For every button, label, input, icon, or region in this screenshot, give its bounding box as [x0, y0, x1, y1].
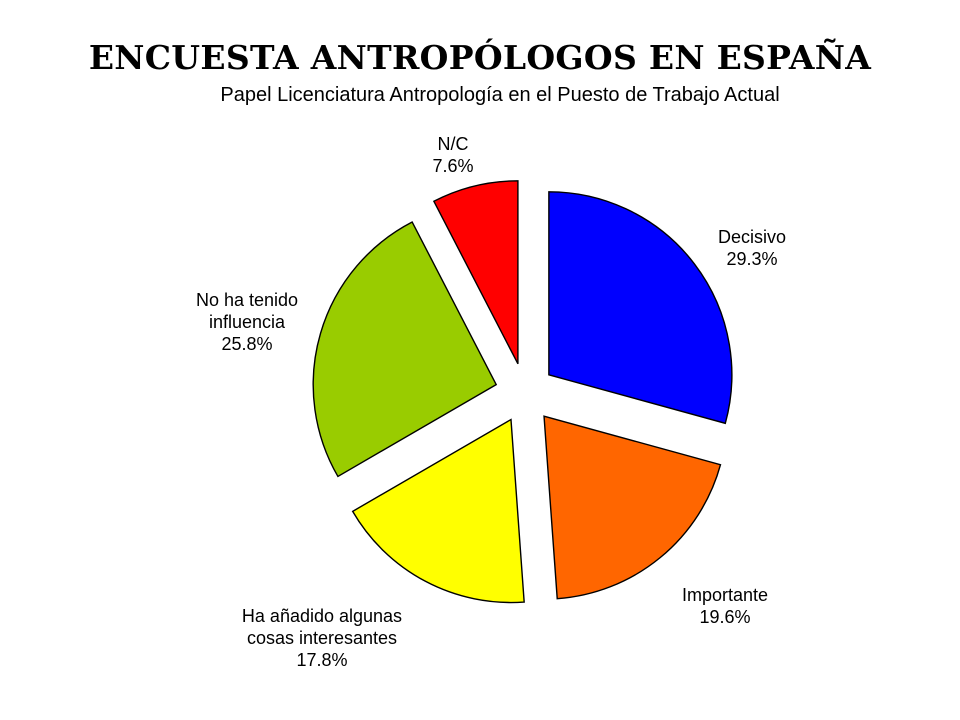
slice-label-1: Decisivo 29.3%: [718, 227, 786, 269]
slice-name-label: No ha tenido: [196, 290, 298, 310]
pie-slice-2: [543, 415, 722, 600]
slice-percent-label: 17.8%: [296, 650, 347, 670]
pie-slice-4: [312, 221, 498, 478]
slice-label-3: Ha añadido algunas cosas interesantes 17.8…: [242, 606, 402, 670]
pie-slice-1: [548, 191, 733, 425]
pie-slice-5: [432, 180, 519, 365]
pie-slice-3: [351, 418, 525, 604]
slide-title: ENCUESTA ANTROPÓLOGOS EN ESPAÑA: [88, 38, 872, 77]
slice-percent-label: 29.3%: [726, 249, 777, 269]
slice-name-label: Ha añadido algunas: [242, 606, 402, 626]
slice-name-label: N/C: [438, 134, 469, 154]
slice-name-label: Importante: [682, 585, 768, 605]
slice-name-label: influencia: [209, 312, 286, 332]
slice-label-2: Importante 19.6%: [682, 585, 768, 627]
chart-title: Papel Licenciatura Antropología en el Pu…: [220, 84, 780, 106]
slice-percent-label: 19.6%: [699, 607, 750, 627]
slice-name-label: Decisivo: [718, 227, 786, 247]
slice-label-5: N/C 7.6%: [432, 134, 473, 176]
slice-name-label: cosas interesantes: [247, 628, 397, 648]
slice-label-4: No ha tenido influencia 25.8%: [196, 290, 298, 354]
slice-percent-label: 7.6%: [432, 156, 473, 176]
slice-percent-label: 25.8%: [221, 334, 272, 354]
